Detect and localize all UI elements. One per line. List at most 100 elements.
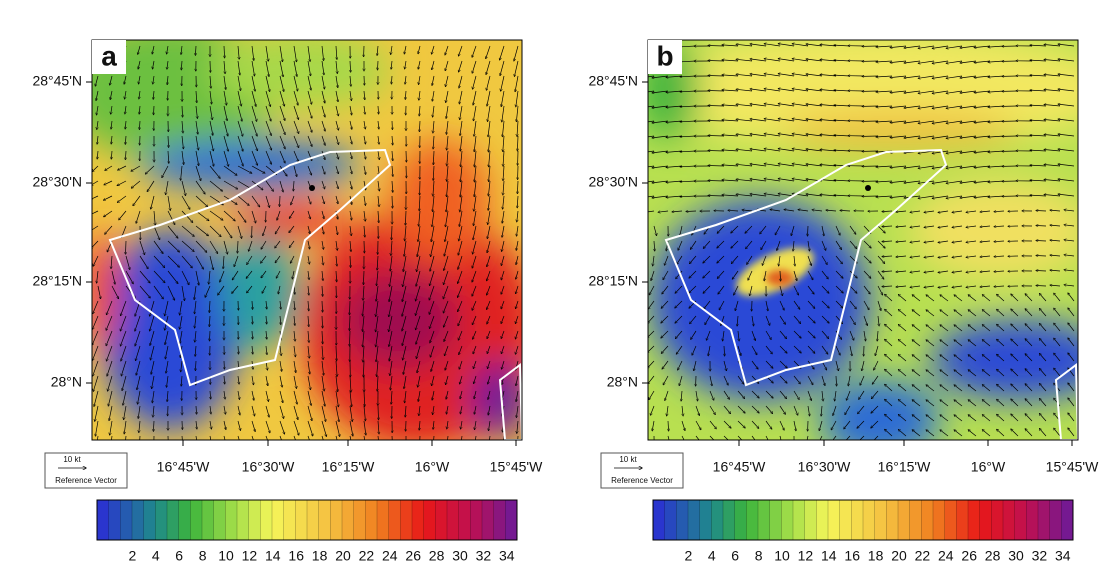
colorbar-bin xyxy=(840,500,852,540)
colorbar-bin xyxy=(97,500,109,540)
colorbar-bin xyxy=(389,500,401,540)
colorbar-bin xyxy=(863,500,875,540)
wind-arrow xyxy=(392,226,393,240)
colorbar-tick-label: 18 xyxy=(868,548,884,564)
colorbar-bin xyxy=(805,500,817,540)
wind-arrow xyxy=(708,91,724,92)
colorbar-bin xyxy=(190,500,202,540)
colorbar-bin xyxy=(676,500,688,540)
colorbar-tick-label: 30 xyxy=(1008,548,1024,564)
wind-arrow xyxy=(708,76,724,77)
colorbar-tick-label: 4 xyxy=(152,548,160,564)
colorbar-tick-label: 30 xyxy=(452,548,468,564)
lon-tick-label: 16°45'W xyxy=(713,459,766,475)
wind-arrow xyxy=(686,211,696,212)
colorbar-bin xyxy=(109,500,121,540)
colorbar-bin xyxy=(132,500,144,540)
colorbar-tick-label: 18 xyxy=(312,548,328,564)
colorbar-bin xyxy=(365,500,377,540)
colorbar-tick-label: 26 xyxy=(961,548,977,564)
wind-arrow xyxy=(708,136,724,137)
colorbar-bin xyxy=(202,500,214,540)
colorbar-bin xyxy=(1038,500,1050,540)
wind-arrow xyxy=(708,61,724,62)
lat-tick-label: 28°N xyxy=(51,374,82,390)
colorbar-bin xyxy=(770,500,782,540)
wind-field-a xyxy=(60,20,540,451)
colorbar-tick-label: 10 xyxy=(774,548,790,564)
colorbar-tick-label: 12 xyxy=(242,548,258,564)
colorbar-tick-label: 4 xyxy=(708,548,716,564)
wind-arrow xyxy=(708,46,724,47)
wind-arrow xyxy=(708,106,724,107)
lon-tick-label: 16°30'W xyxy=(242,459,295,475)
lon-tick-label: 16°W xyxy=(415,459,450,475)
colorbar-bin xyxy=(968,500,980,540)
lon-tick-label: 16°45'W xyxy=(157,459,210,475)
colorbar-tick-label: 20 xyxy=(891,548,907,564)
colorbar-tick-label: 28 xyxy=(429,548,445,564)
colorbar-bin xyxy=(665,500,677,540)
colorbar-tick-label: 12 xyxy=(798,548,814,564)
wind-arrow xyxy=(350,331,351,346)
colorbar-bin xyxy=(875,500,887,540)
colorbar-tick-label: 8 xyxy=(199,548,207,564)
colorbar-bin xyxy=(319,500,331,540)
panel-label: a xyxy=(101,40,117,71)
colorbar-bin xyxy=(435,500,447,540)
colorbar-bin xyxy=(167,500,179,540)
colorbar-tick-label: 24 xyxy=(938,548,954,564)
colorbar-bin xyxy=(910,500,922,540)
colorbar-bin xyxy=(354,500,366,540)
wind-arrow xyxy=(1036,256,1046,257)
lat-tick-label: 28°30'N xyxy=(32,174,82,190)
colorbar-tick-label: 28 xyxy=(985,548,1001,564)
colorbar-tick-label: 14 xyxy=(265,548,281,564)
wind-field-b xyxy=(638,30,1110,460)
colorbar-bin xyxy=(816,500,828,540)
lon-tick-label: 16°W xyxy=(971,459,1006,475)
lon-tick-label: 15°45'W xyxy=(490,459,543,475)
wind-arrow xyxy=(1036,286,1046,287)
colorbar-bin xyxy=(945,500,957,540)
colorbar-bin xyxy=(956,500,968,540)
wind-arrow xyxy=(154,106,155,115)
colorbar-bin xyxy=(272,500,284,540)
colorbar-bin xyxy=(237,500,249,540)
colorbar-bin xyxy=(991,500,1003,540)
panel-label: b xyxy=(656,40,673,71)
colorbar-bin xyxy=(249,500,261,540)
lat-tick-label: 28°N xyxy=(607,374,638,390)
colorbar-bin xyxy=(793,500,805,540)
reference-magnitude: 10 kt xyxy=(63,455,81,464)
colorbar-bin xyxy=(260,500,272,540)
lat-tick-label: 28°15'N xyxy=(588,273,638,289)
wind-arrow xyxy=(708,166,724,167)
colorbar-bin xyxy=(412,500,424,540)
lon-tick-label: 16°30'W xyxy=(798,459,851,475)
wind-arrow xyxy=(126,241,127,254)
colorbar-tick-label: 8 xyxy=(755,548,763,564)
colorbar-bin xyxy=(470,500,482,540)
colorbar-tick-label: 22 xyxy=(915,548,931,564)
colorbar-tick-label: 6 xyxy=(175,548,183,564)
colorbar-bin xyxy=(214,500,226,540)
wind-arrow xyxy=(1036,241,1046,242)
wind-arrow xyxy=(708,151,724,152)
colorbar-bin xyxy=(482,500,494,540)
wind-arrow xyxy=(392,196,393,208)
colorbar-bin xyxy=(494,500,506,540)
colorbar-bin xyxy=(284,500,296,540)
colorbar-bin xyxy=(933,500,945,540)
lon-tick-label: 16°15'W xyxy=(322,459,375,475)
wind-arrow xyxy=(1036,226,1046,227)
colorbar-bin xyxy=(711,500,723,540)
wind-arrow xyxy=(808,226,809,236)
colorbar-tick-label: 14 xyxy=(821,548,837,564)
colorbar-bin xyxy=(155,500,167,540)
colorbar-bin xyxy=(1015,500,1027,540)
colorbar-tick-label: 34 xyxy=(499,548,515,564)
wind-arrow xyxy=(210,331,211,341)
colorbar-bin xyxy=(723,500,735,540)
